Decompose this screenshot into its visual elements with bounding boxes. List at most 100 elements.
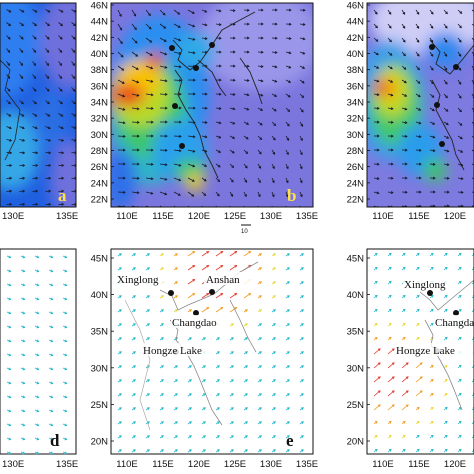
wind-arrow-head — [302, 51, 306, 55]
wind-arrow — [373, 362, 381, 369]
wind-arrow-head — [231, 150, 235, 154]
wind-arrow-head — [418, 176, 422, 180]
wind-arrow-head — [50, 409, 54, 413]
wind-arrow-head — [8, 381, 12, 385]
vector-field-e — [117, 251, 304, 453]
wind-arrow-head — [9, 151, 13, 155]
wind-arrow-head — [119, 435, 122, 438]
wind-arrow — [159, 79, 167, 82]
wind-arrow-head — [430, 364, 434, 368]
wind-arrow-head — [220, 307, 224, 310]
wind-arrow-head — [389, 66, 393, 70]
wind-arrow-head — [445, 109, 449, 112]
wind-arrow-head — [416, 266, 420, 270]
lon-tick-label: 110E — [372, 459, 393, 470]
wind-arrow-head — [273, 421, 276, 424]
wind-arrow-head — [404, 94, 408, 97]
wind-arrow-head — [273, 309, 276, 312]
wind-arrow-head — [164, 65, 168, 69]
wind-arrow-head — [72, 76, 76, 79]
wind-arrow — [187, 163, 195, 167]
wind-arrow-head — [218, 36, 222, 40]
wind-arrow — [243, 251, 251, 257]
wind-arrow — [131, 79, 139, 83]
wind-arrow — [243, 107, 249, 111]
wind-arrow-head — [192, 279, 196, 282]
wind-arrow-head — [150, 191, 154, 195]
wind-arrow — [387, 79, 393, 83]
wind-arrow-head — [164, 134, 168, 138]
wind-arrow-head — [192, 149, 196, 153]
wind-arrow-head — [189, 309, 192, 312]
wind-arrow-head — [22, 423, 26, 427]
wind-arrow-head — [273, 407, 276, 410]
wind-arrow-head — [35, 163, 39, 167]
wind-arrow-head — [133, 309, 136, 312]
wind-arrow-head — [192, 106, 196, 110]
wind-arrow-head — [135, 54, 139, 57]
wind-arrow — [401, 121, 407, 124]
wind-arrow-head — [161, 379, 164, 382]
wind-arrow — [299, 191, 303, 197]
wind-arrow-head — [416, 448, 420, 452]
wind-arrow — [471, 191, 474, 193]
wind-arrow-head — [204, 92, 208, 96]
wind-arrow-head — [391, 348, 395, 352]
wind-arrow-head — [161, 309, 164, 312]
wind-arrow-head — [8, 113, 12, 117]
wind-arrow-head — [147, 309, 150, 312]
wind-arrow-head — [59, 63, 63, 67]
wind-arrow-head — [74, 176, 76, 180]
wind-arrow-head — [244, 180, 248, 183]
wind-arrow-head — [273, 351, 276, 354]
wind-arrow-head — [301, 449, 304, 452]
wind-arrow — [173, 177, 181, 181]
wind-arrow-head — [257, 194, 261, 198]
wind-arrow-head — [21, 113, 25, 117]
wind-arrow-head — [273, 449, 276, 452]
wind-arrow — [299, 163, 303, 169]
wind-arrow-head — [50, 283, 54, 287]
wind-arrow-head — [390, 93, 394, 97]
wind-arrow-head — [22, 437, 26, 441]
wind-arrow-head — [8, 126, 12, 130]
wind-arrow-head — [391, 404, 395, 408]
wind-arrow — [159, 37, 167, 42]
wind-arrow-head — [390, 162, 394, 166]
wind-arrow — [45, 22, 50, 26]
wind-arrow — [243, 93, 249, 96]
wind-arrow-head — [161, 449, 164, 452]
wind-arrow — [215, 107, 222, 110]
wind-arrow-head — [136, 93, 140, 97]
wind-arrow-head — [36, 283, 40, 287]
wind-arrow — [471, 65, 474, 70]
wind-arrow-head — [234, 307, 238, 310]
wind-arrow-head — [445, 11, 448, 15]
wind-arrow-head — [388, 448, 392, 452]
wind-arrow — [215, 149, 221, 153]
wind-arrow-head — [245, 309, 248, 312]
wind-arrow-head — [285, 166, 289, 170]
wind-arrow-head — [245, 337, 248, 340]
lat-axis-f: 45N 40N 35N 30N 25N 20N — [347, 254, 370, 448]
wind-arrow-head — [402, 434, 406, 438]
wind-arrow — [429, 65, 434, 71]
wind-arrow-head — [161, 435, 164, 438]
panel-e: Xinglong Anshan Changdao Hongze Lake 45N… — [91, 248, 318, 470]
lon-tick-label: 120E — [188, 211, 210, 222]
wind-arrow-head — [302, 22, 306, 26]
wind-arrow — [243, 121, 249, 125]
wind-arrow-head — [64, 311, 68, 315]
wind-arrow-head — [8, 409, 12, 413]
wind-arrow-head — [444, 420, 448, 424]
wind-arrow-head — [33, 36, 37, 40]
wind-arrow — [285, 65, 291, 69]
wind-arrow — [243, 135, 249, 140]
wind-arrow-head — [259, 449, 262, 452]
wind-arrow-head — [419, 390, 423, 394]
wind-arrow-head — [136, 120, 140, 124]
lon-tick-label: 110E — [116, 211, 137, 222]
wind-arrow-head — [388, 11, 392, 15]
wind-arrow — [387, 348, 395, 355]
wind-arrow-head — [48, 189, 52, 193]
